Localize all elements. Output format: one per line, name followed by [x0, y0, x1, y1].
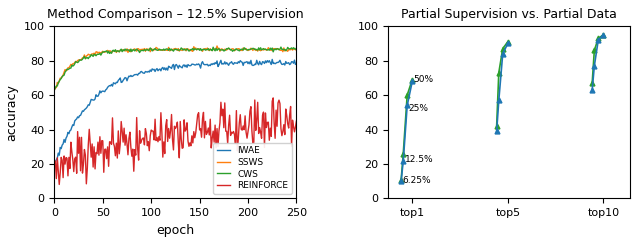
- REINFORCE: [215, 129, 223, 132]
- Title: Partial Supervision vs. Partial Data: Partial Supervision vs. Partial Data: [401, 8, 618, 21]
- Text: 6.25%: 6.25%: [403, 176, 431, 185]
- CWS: [161, 49, 168, 52]
- IWAE: [268, 58, 276, 61]
- REINFORCE: [162, 124, 170, 127]
- CWS: [194, 47, 202, 50]
- IWAE: [194, 63, 202, 66]
- IWAE: [196, 67, 204, 70]
- Text: 25%: 25%: [408, 104, 428, 114]
- IWAE: [232, 61, 240, 64]
- IWAE: [161, 66, 168, 69]
- SSWS: [196, 48, 204, 51]
- REINFORCE: [234, 149, 241, 152]
- Text: 12.5%: 12.5%: [404, 155, 433, 164]
- CWS: [145, 49, 153, 52]
- X-axis label: epoch: epoch: [156, 224, 195, 237]
- Line: IWAE: IWAE: [54, 60, 296, 164]
- IWAE: [145, 71, 153, 73]
- REINFORCE: [198, 136, 205, 139]
- SSWS: [161, 49, 168, 51]
- SSWS: [145, 47, 153, 50]
- SSWS: [51, 88, 58, 91]
- REINFORCE: [292, 120, 300, 123]
- Y-axis label: accuracy: accuracy: [5, 84, 18, 141]
- REINFORCE: [195, 111, 202, 114]
- SSWS: [292, 48, 300, 51]
- REINFORCE: [147, 134, 154, 137]
- CWS: [196, 47, 204, 50]
- CWS: [214, 48, 222, 51]
- Text: 50%: 50%: [413, 75, 434, 84]
- Title: Method Comparison – 12.5% Supervision: Method Comparison – 12.5% Supervision: [47, 8, 304, 21]
- CWS: [232, 48, 240, 50]
- CWS: [292, 47, 300, 49]
- REINFORCE: [269, 97, 277, 99]
- IWAE: [51, 163, 58, 165]
- SSWS: [213, 44, 221, 47]
- CWS: [51, 88, 58, 91]
- SSWS: [234, 48, 241, 50]
- CWS: [277, 46, 285, 49]
- Line: CWS: CWS: [54, 47, 296, 90]
- REINFORCE: [51, 163, 58, 165]
- Legend: IWAE, SSWS, CWS, REINFORCE: IWAE, SSWS, CWS, REINFORCE: [213, 142, 292, 194]
- SSWS: [215, 47, 223, 50]
- Line: REINFORCE: REINFORCE: [54, 98, 296, 185]
- IWAE: [214, 65, 222, 68]
- IWAE: [292, 62, 300, 65]
- REINFORCE: [56, 183, 63, 186]
- SSWS: [194, 48, 202, 50]
- Line: SSWS: SSWS: [54, 46, 296, 90]
